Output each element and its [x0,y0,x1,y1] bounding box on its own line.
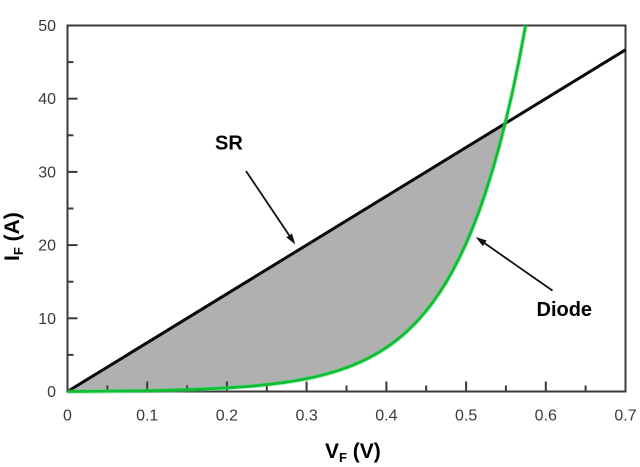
svg-text:IF (A): IF (A) [1,212,26,261]
svg-text:0.7: 0.7 [614,408,636,425]
svg-text:0.6: 0.6 [535,408,557,425]
svg-text:0: 0 [47,384,56,401]
svg-text:0.1: 0.1 [136,408,158,425]
svg-text:0.2: 0.2 [216,408,238,425]
svg-text:30: 30 [38,164,56,181]
svg-text:Diode: Diode [537,299,593,321]
svg-text:0.3: 0.3 [295,408,317,425]
svg-text:20: 20 [38,238,56,255]
svg-text:40: 40 [38,91,56,108]
svg-text:0.4: 0.4 [375,408,397,425]
svg-text:10: 10 [38,311,56,328]
svg-text:50: 50 [38,18,56,35]
svg-text:SR: SR [215,133,243,155]
svg-text:VF (V): VF (V) [325,440,381,465]
svg-text:0.5: 0.5 [455,408,477,425]
svg-text:0: 0 [63,408,72,425]
